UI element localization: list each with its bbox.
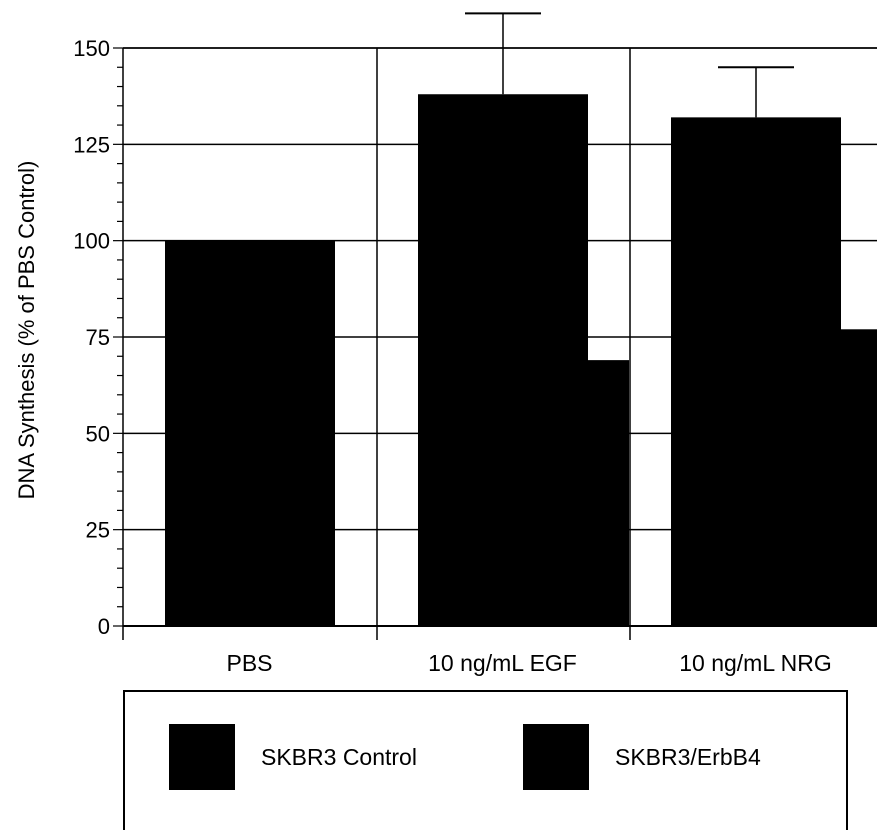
labels: 0 25 50 75 100 125 150 PBS 10 ng/mL EGF 10 ng/mL … <box>73 36 831 676</box>
y-tick-label: 100 <box>73 229 110 254</box>
bar-1-1 <box>459 360 629 626</box>
x-tick-label: 10 ng/mL EGF <box>428 650 577 676</box>
y-tick-label: 50 <box>86 421 110 446</box>
legend-label-erbb4: SKBR3/ErbB4 <box>615 743 761 770</box>
x-tick-label: PBS <box>226 650 272 676</box>
bar-chart: 0 25 50 75 100 125 150 PBS 10 ng/mL EGF 10 ng/mL … <box>14 12 877 676</box>
y-tick-label: 25 <box>86 518 110 543</box>
y-tick-label: 125 <box>73 132 110 157</box>
legend-swatch-erbb4 <box>523 724 589 790</box>
legend-label-control: SKBR3 Control <box>261 743 417 770</box>
y-tick-label: 75 <box>86 325 110 350</box>
bar-1-2 <box>712 329 877 626</box>
y-axis-title: DNA Synthesis (% of PBS Control) <box>14 161 39 500</box>
y-tick-label: 150 <box>73 36 110 61</box>
legend-swatch-control <box>169 724 235 790</box>
legend: SKBR3 Control SKBR3/ErbB4 <box>123 690 848 830</box>
y-tick-label: 0 <box>98 614 110 639</box>
bars <box>165 12 877 627</box>
legend-item-control: SKBR3 Control <box>169 692 417 832</box>
x-tick-label: 10 ng/mL NRG <box>679 650 832 676</box>
bar-0-0 <box>165 240 335 626</box>
axes <box>113 47 877 640</box>
legend-item-erbb4: SKBR3/ErbB4 <box>523 692 761 832</box>
